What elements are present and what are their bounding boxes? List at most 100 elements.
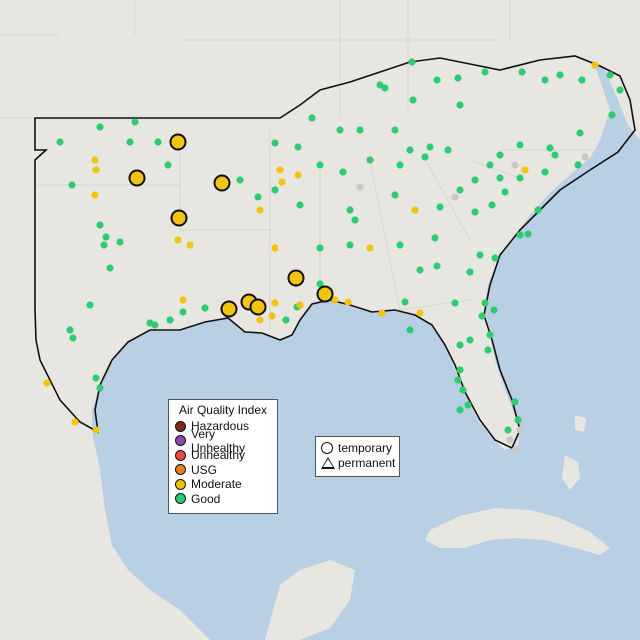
good-station-marker[interactable]: [391, 126, 399, 134]
moderate-station-marker[interactable]: [256, 316, 264, 324]
good-station-marker[interactable]: [271, 139, 279, 147]
good-station-marker[interactable]: [396, 161, 404, 169]
good-station-marker[interactable]: [100, 241, 108, 249]
good-station-marker[interactable]: [336, 126, 344, 134]
good-station-marker[interactable]: [518, 68, 526, 76]
good-station-marker[interactable]: [488, 201, 496, 209]
good-station-marker[interactable]: [66, 326, 74, 334]
moderate-station-marker[interactable]: [271, 244, 279, 252]
moderate-station-marker[interactable]: [416, 309, 424, 317]
good-station-marker[interactable]: [471, 208, 479, 216]
moderate-temporary-monitor-marker[interactable]: [249, 298, 267, 316]
moderate-temporary-monitor-marker[interactable]: [170, 209, 188, 227]
good-station-marker[interactable]: [514, 416, 522, 424]
moderate-station-marker[interactable]: [294, 171, 302, 179]
good-station-marker[interactable]: [546, 144, 554, 152]
moderate-temporary-monitor-marker[interactable]: [169, 133, 187, 151]
no-data-station-marker[interactable]: [516, 426, 524, 434]
no-data-station-marker[interactable]: [581, 153, 589, 161]
good-station-marker[interactable]: [102, 233, 110, 241]
good-station-marker[interactable]: [459, 386, 467, 394]
no-data-station-marker[interactable]: [506, 436, 514, 444]
good-station-marker[interactable]: [464, 401, 472, 409]
moderate-station-marker[interactable]: [71, 418, 79, 426]
good-station-marker[interactable]: [433, 262, 441, 270]
good-station-marker[interactable]: [316, 280, 324, 288]
moderate-station-marker[interactable]: [278, 178, 286, 186]
good-station-marker[interactable]: [484, 346, 492, 354]
good-station-marker[interactable]: [456, 341, 464, 349]
good-station-marker[interactable]: [201, 304, 209, 312]
good-station-marker[interactable]: [466, 268, 474, 276]
good-station-marker[interactable]: [576, 129, 584, 137]
good-station-marker[interactable]: [381, 84, 389, 92]
moderate-station-marker[interactable]: [344, 298, 352, 306]
good-station-marker[interactable]: [131, 118, 139, 126]
good-station-marker[interactable]: [456, 186, 464, 194]
moderate-temporary-monitor-marker[interactable]: [220, 300, 238, 318]
good-station-marker[interactable]: [406, 326, 414, 334]
good-station-marker[interactable]: [116, 238, 124, 246]
no-data-station-marker[interactable]: [356, 183, 364, 191]
good-station-marker[interactable]: [366, 156, 374, 164]
good-station-marker[interactable]: [68, 181, 76, 189]
moderate-station-marker[interactable]: [296, 301, 304, 309]
no-data-station-marker[interactable]: [451, 193, 459, 201]
good-station-marker[interactable]: [524, 230, 532, 238]
good-station-marker[interactable]: [339, 168, 347, 176]
good-station-marker[interactable]: [451, 299, 459, 307]
good-station-marker[interactable]: [56, 138, 64, 146]
moderate-station-marker[interactable]: [91, 156, 99, 164]
moderate-station-marker[interactable]: [43, 379, 51, 387]
moderate-station-marker[interactable]: [186, 241, 194, 249]
good-station-marker[interactable]: [534, 206, 542, 214]
good-station-marker[interactable]: [401, 298, 409, 306]
good-station-marker[interactable]: [466, 336, 474, 344]
good-station-marker[interactable]: [154, 138, 162, 146]
good-station-marker[interactable]: [551, 151, 559, 159]
good-station-marker[interactable]: [501, 188, 509, 196]
good-station-marker[interactable]: [69, 334, 77, 342]
good-station-marker[interactable]: [436, 203, 444, 211]
good-station-marker[interactable]: [236, 176, 244, 184]
good-station-marker[interactable]: [164, 161, 172, 169]
good-station-marker[interactable]: [431, 234, 439, 242]
good-station-marker[interactable]: [486, 161, 494, 169]
good-station-marker[interactable]: [408, 58, 416, 66]
no-data-station-marker[interactable]: [511, 161, 519, 169]
good-station-marker[interactable]: [456, 101, 464, 109]
good-station-marker[interactable]: [454, 74, 462, 82]
good-station-marker[interactable]: [606, 71, 614, 79]
good-station-marker[interactable]: [166, 316, 174, 324]
good-station-marker[interactable]: [308, 114, 316, 122]
moderate-station-marker[interactable]: [174, 236, 182, 244]
good-station-marker[interactable]: [491, 254, 499, 262]
moderate-station-marker[interactable]: [256, 206, 264, 214]
good-station-marker[interactable]: [356, 126, 364, 134]
good-station-marker[interactable]: [351, 216, 359, 224]
moderate-temporary-monitor-marker[interactable]: [128, 169, 146, 187]
good-station-marker[interactable]: [516, 141, 524, 149]
moderate-station-marker[interactable]: [378, 309, 386, 317]
moderate-station-marker[interactable]: [92, 426, 100, 434]
moderate-temporary-monitor-marker[interactable]: [316, 285, 334, 303]
good-station-marker[interactable]: [481, 68, 489, 76]
good-station-marker[interactable]: [421, 153, 429, 161]
good-station-marker[interactable]: [151, 321, 159, 329]
good-station-marker[interactable]: [346, 241, 354, 249]
good-station-marker[interactable]: [556, 71, 564, 79]
good-station-marker[interactable]: [92, 374, 100, 382]
good-station-marker[interactable]: [511, 398, 519, 406]
moderate-station-marker[interactable]: [91, 191, 99, 199]
good-station-marker[interactable]: [396, 241, 404, 249]
good-station-marker[interactable]: [426, 143, 434, 151]
good-station-marker[interactable]: [346, 206, 354, 214]
moderate-temporary-monitor-marker[interactable]: [213, 174, 231, 192]
good-station-marker[interactable]: [541, 76, 549, 84]
good-station-marker[interactable]: [126, 138, 134, 146]
good-station-marker[interactable]: [516, 174, 524, 182]
good-station-marker[interactable]: [516, 231, 524, 239]
no-data-station-marker[interactable]: [511, 446, 519, 454]
good-station-marker[interactable]: [496, 151, 504, 159]
